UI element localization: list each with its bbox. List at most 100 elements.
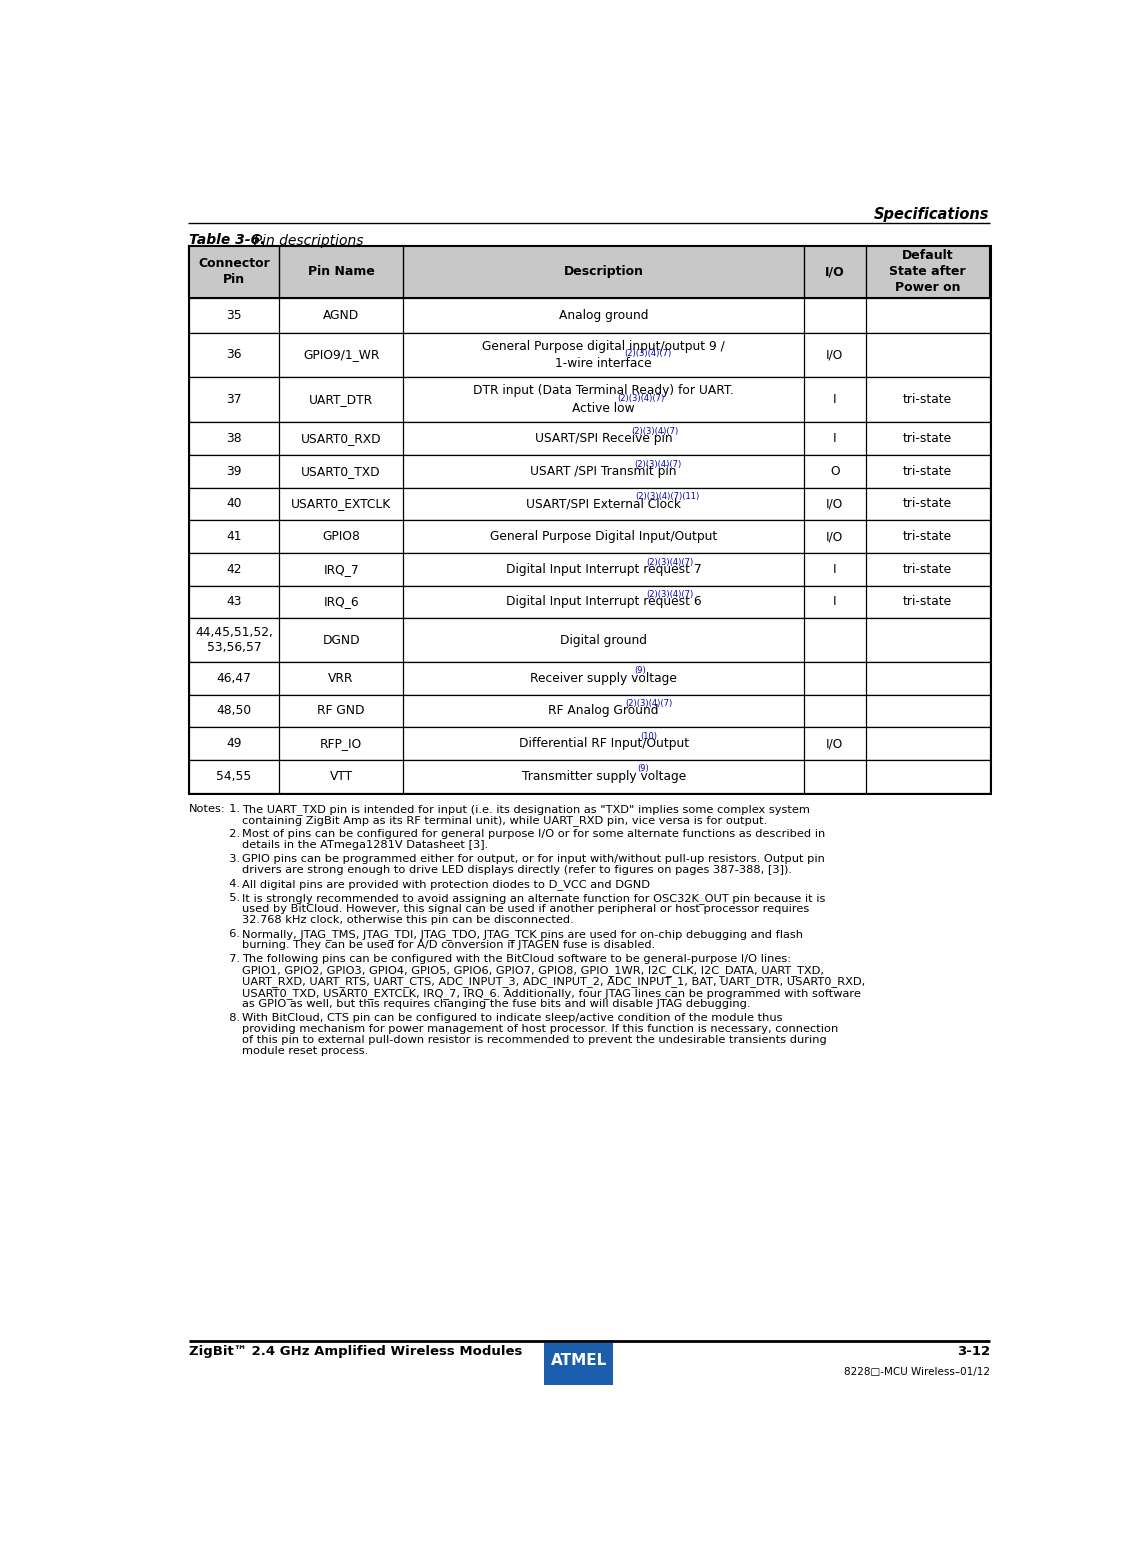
Text: 40: 40	[226, 497, 242, 511]
Text: VRR: VRR	[329, 672, 353, 684]
Text: Default
State after
Power on: Default State after Power on	[890, 249, 966, 294]
Text: USART0_TXD: USART0_TXD	[301, 464, 380, 478]
Text: I/O: I/O	[826, 348, 843, 361]
Text: Pin Name: Pin Name	[307, 265, 375, 279]
Text: 8.: 8.	[222, 1012, 240, 1023]
Text: containing ZigBit Amp as its RF terminal unit), while UART_RXD pin, vice versa i: containing ZigBit Amp as its RF terminal…	[242, 816, 767, 827]
Text: 36: 36	[226, 348, 242, 361]
Text: UART_RXD, UART_RTS, UART_CTS, ADC_INPUT_3, ADC_INPUT_2, ADC_INPUT_1, BAT, UART_D: UART_RXD, UART_RTS, UART_CTS, ADC_INPUT_…	[242, 977, 865, 988]
Bar	[544, 1342, 613, 1385]
Text: 44,45,51,52,: 44,45,51,52,	[195, 625, 273, 639]
Text: (9): (9)	[638, 765, 649, 774]
Text: 46,47: 46,47	[217, 672, 252, 684]
Text: 38: 38	[226, 432, 242, 446]
Text: tri-state: tri-state	[903, 497, 952, 511]
Text: 1-wire interface: 1-wire interface	[555, 358, 653, 370]
Text: Digital Input Interrupt request 7: Digital Input Interrupt request 7	[506, 563, 701, 576]
Bar	[190, 520, 990, 553]
Bar	[190, 488, 990, 520]
Text: tri-state: tri-state	[903, 432, 952, 446]
Bar	[190, 299, 990, 333]
Text: VTT: VTT	[330, 769, 352, 783]
Text: providing mechanism for power management of host processor. If this function is : providing mechanism for power management…	[242, 1023, 838, 1034]
Text: ®: ®	[604, 1373, 612, 1382]
Text: tri-state: tri-state	[903, 563, 952, 576]
Text: GPIO pins can be programmed either for output, or for input with/without pull-up: GPIO pins can be programmed either for o…	[242, 854, 825, 864]
Text: I: I	[833, 563, 837, 576]
Bar	[190, 760, 990, 793]
Text: GPIO8: GPIO8	[322, 529, 360, 543]
Text: USART0_RXD: USART0_RXD	[300, 432, 382, 446]
Text: 39: 39	[226, 464, 242, 478]
Text: (2)(3)(4)(7): (2)(3)(4)(7)	[624, 350, 671, 358]
Text: General Purpose Digital Input/Output: General Purpose Digital Input/Output	[490, 529, 717, 543]
Text: RFP_IO: RFP_IO	[320, 737, 362, 751]
Text: (2)(3)(4)(7): (2)(3)(4)(7)	[616, 393, 664, 402]
Text: ZigBit™ 2.4 GHz Amplified Wireless Modules: ZigBit™ 2.4 GHz Amplified Wireless Modul…	[190, 1345, 523, 1358]
Text: RF GND: RF GND	[317, 704, 365, 717]
Text: General Purpose digital input/output 9 /: General Purpose digital input/output 9 /	[482, 339, 725, 353]
Text: AGND: AGND	[323, 310, 359, 322]
Text: DTR input (Data Terminal Ready) for UART.: DTR input (Data Terminal Ready) for UART…	[473, 384, 734, 396]
Text: All digital pins are provided with protection diodes to D_VCC and DGND: All digital pins are provided with prote…	[242, 879, 650, 890]
Bar	[190, 376, 990, 423]
Text: UART_DTR: UART_DTR	[309, 393, 373, 406]
Text: Notes:: Notes:	[190, 803, 226, 814]
Text: Digital ground: Digital ground	[560, 633, 647, 647]
Text: 4.: 4.	[222, 879, 240, 889]
Text: 42: 42	[226, 563, 242, 576]
Text: USART/SPI Receive pin: USART/SPI Receive pin	[535, 432, 673, 446]
Text: Transmitter supply voltage: Transmitter supply voltage	[522, 769, 685, 783]
Text: Most of pins can be configured for general purpose I/O or for some alternate fun: Most of pins can be configured for gener…	[242, 830, 825, 839]
Text: (2)(3)(4)(7): (2)(3)(4)(7)	[633, 460, 681, 469]
Text: 3.: 3.	[222, 854, 240, 864]
Text: Connector
Pin: Connector Pin	[199, 257, 270, 286]
Text: I/O: I/O	[826, 737, 843, 751]
Text: 35: 35	[226, 310, 242, 322]
Text: GPIO9/1_WR: GPIO9/1_WR	[303, 348, 379, 361]
Text: I/O: I/O	[825, 265, 844, 279]
Text: Specifications: Specifications	[874, 207, 990, 223]
Bar	[190, 246, 990, 299]
Text: 6.: 6.	[222, 929, 240, 940]
Text: IRQ_7: IRQ_7	[323, 563, 359, 576]
Text: drivers are strong enough to drive LED displays directly (refer to figures on pa: drivers are strong enough to drive LED d…	[242, 865, 791, 875]
Text: 3-12: 3-12	[956, 1345, 990, 1358]
Text: tri-state: tri-state	[903, 464, 952, 478]
Text: 7.: 7.	[222, 954, 240, 964]
Text: as GPIO as well, but this requires changing the fuse bits and will disable JTAG : as GPIO as well, but this requires chang…	[242, 998, 751, 1009]
Text: The following pins can be configured with the BitCloud software to be general-pu: The following pins can be configured wit…	[242, 954, 791, 964]
Text: 32.768 kHz clock, otherwise this pin can be disconnected.: 32.768 kHz clock, otherwise this pin can…	[242, 915, 574, 926]
Text: Description: Description	[563, 265, 644, 279]
Text: I: I	[833, 596, 837, 608]
Bar	[190, 246, 990, 793]
Bar	[190, 423, 990, 455]
Text: ATMEL: ATMEL	[551, 1353, 606, 1367]
Text: 48,50: 48,50	[217, 704, 252, 717]
Text: tri-state: tri-state	[903, 596, 952, 608]
Text: USART /SPI Transmit pin: USART /SPI Transmit pin	[531, 464, 677, 478]
Text: It is strongly recommended to avoid assigning an alternate function for OSC32K_O: It is strongly recommended to avoid assi…	[242, 893, 825, 904]
Text: 37: 37	[226, 393, 242, 406]
Text: module reset process.: module reset process.	[242, 1046, 368, 1056]
Text: Analog ground: Analog ground	[559, 310, 648, 322]
Text: (2)(3)(4)(7)(11): (2)(3)(4)(7)(11)	[634, 492, 699, 502]
Text: (2)(3)(4)(7): (2)(3)(4)(7)	[646, 590, 693, 599]
Text: Table 3-6.: Table 3-6.	[190, 234, 265, 248]
Text: DGND: DGND	[322, 633, 360, 647]
Text: I: I	[833, 432, 837, 446]
Text: Digital Input Interrupt request 6: Digital Input Interrupt request 6	[506, 596, 701, 608]
Bar	[190, 728, 990, 760]
Text: RF Analog Ground: RF Analog Ground	[549, 704, 659, 717]
Text: (9): (9)	[633, 667, 646, 675]
Text: Active low: Active low	[572, 402, 634, 415]
Text: 1.: 1.	[222, 803, 240, 814]
Bar	[190, 695, 990, 728]
Bar	[190, 455, 990, 488]
Text: O: O	[830, 464, 840, 478]
Text: USART/SPI External Clock: USART/SPI External Clock	[526, 497, 681, 511]
Text: GPIO1, GPIO2, GPIO3, GPIO4, GPIO5, GPIO6, GPIO7, GPIO8, GPIO_1WR, I2C_CLK, I2C_D: GPIO1, GPIO2, GPIO3, GPIO4, GPIO5, GPIO6…	[242, 966, 824, 977]
Text: IRQ_6: IRQ_6	[323, 596, 359, 608]
Text: 5.: 5.	[222, 893, 240, 902]
Text: (2)(3)(4)(7): (2)(3)(4)(7)	[625, 700, 673, 707]
